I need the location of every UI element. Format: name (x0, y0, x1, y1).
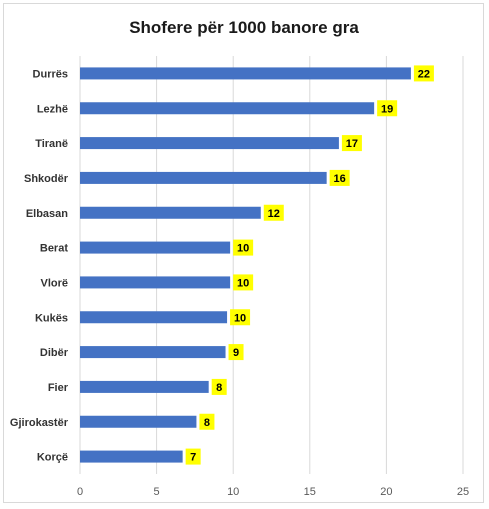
bar (80, 171, 327, 184)
x-tick-label: 25 (457, 486, 469, 498)
category-label: Korçë (37, 452, 68, 464)
data-labels: 22 19 17 16 12 10 10 10 9 8 8 7 (185, 65, 434, 465)
data-label: 8 (216, 382, 222, 394)
bar (80, 380, 209, 393)
data-label-background (377, 100, 398, 117)
data-label: 8 (204, 417, 210, 429)
x-axis-tick-labels: 0 5 10 15 20 25 (77, 486, 469, 498)
data-label: 9 (233, 347, 239, 359)
data-label: 22 (418, 68, 430, 80)
category-label: Gjirokastër (10, 417, 69, 429)
category-labels: Durrës Lezhë Tiranë Shkodër Elbasan Berat Vlor… (10, 68, 69, 463)
bar (80, 241, 231, 254)
bar-series (80, 67, 411, 463)
x-tick-label: 20 (380, 486, 392, 498)
bar (80, 276, 231, 289)
data-label-background (228, 344, 244, 361)
data-label: 12 (268, 208, 280, 220)
data-label-background (329, 169, 350, 186)
x-tick-label: 15 (304, 486, 316, 498)
data-label: 7 (190, 452, 196, 464)
category-label: Fier (48, 382, 69, 394)
data-label-background (413, 65, 434, 82)
bar (80, 67, 411, 80)
data-label-background (211, 378, 227, 395)
category-label: Berat (40, 243, 68, 255)
category-label: Lezhë (37, 103, 68, 115)
data-label: 10 (234, 312, 246, 324)
bar (80, 206, 261, 219)
x-tick-label: 5 (154, 486, 160, 498)
category-label: Dibër (40, 347, 69, 359)
bar (80, 415, 197, 428)
gridlines (79, 56, 464, 474)
category-label: Durrës (33, 68, 68, 80)
category-label: Tiranë (35, 138, 68, 150)
chart-title: Shofere për 1000 banore gra (129, 18, 359, 37)
data-label-background (230, 309, 251, 326)
category-label: Shkodër (24, 173, 69, 185)
x-tick-label: 0 (77, 486, 83, 498)
category-label: Vlorë (40, 277, 68, 289)
bar (80, 346, 226, 359)
data-label-background (233, 274, 254, 291)
data-label: 19 (381, 103, 393, 115)
category-label: Elbasan (26, 208, 68, 220)
data-label-background (263, 204, 284, 221)
data-label-background (341, 135, 362, 152)
bar (80, 102, 375, 115)
data-label: 17 (346, 138, 358, 150)
data-label-background (185, 448, 201, 465)
bar (80, 311, 228, 324)
bar (80, 450, 183, 463)
x-tick-label: 10 (227, 486, 239, 498)
data-label: 10 (237, 243, 249, 255)
data-label: 10 (237, 277, 249, 289)
bar (80, 137, 339, 150)
data-label-background (233, 239, 254, 256)
data-label-background (199, 413, 215, 430)
data-label: 16 (334, 173, 346, 185)
category-label: Kukës (35, 312, 68, 324)
